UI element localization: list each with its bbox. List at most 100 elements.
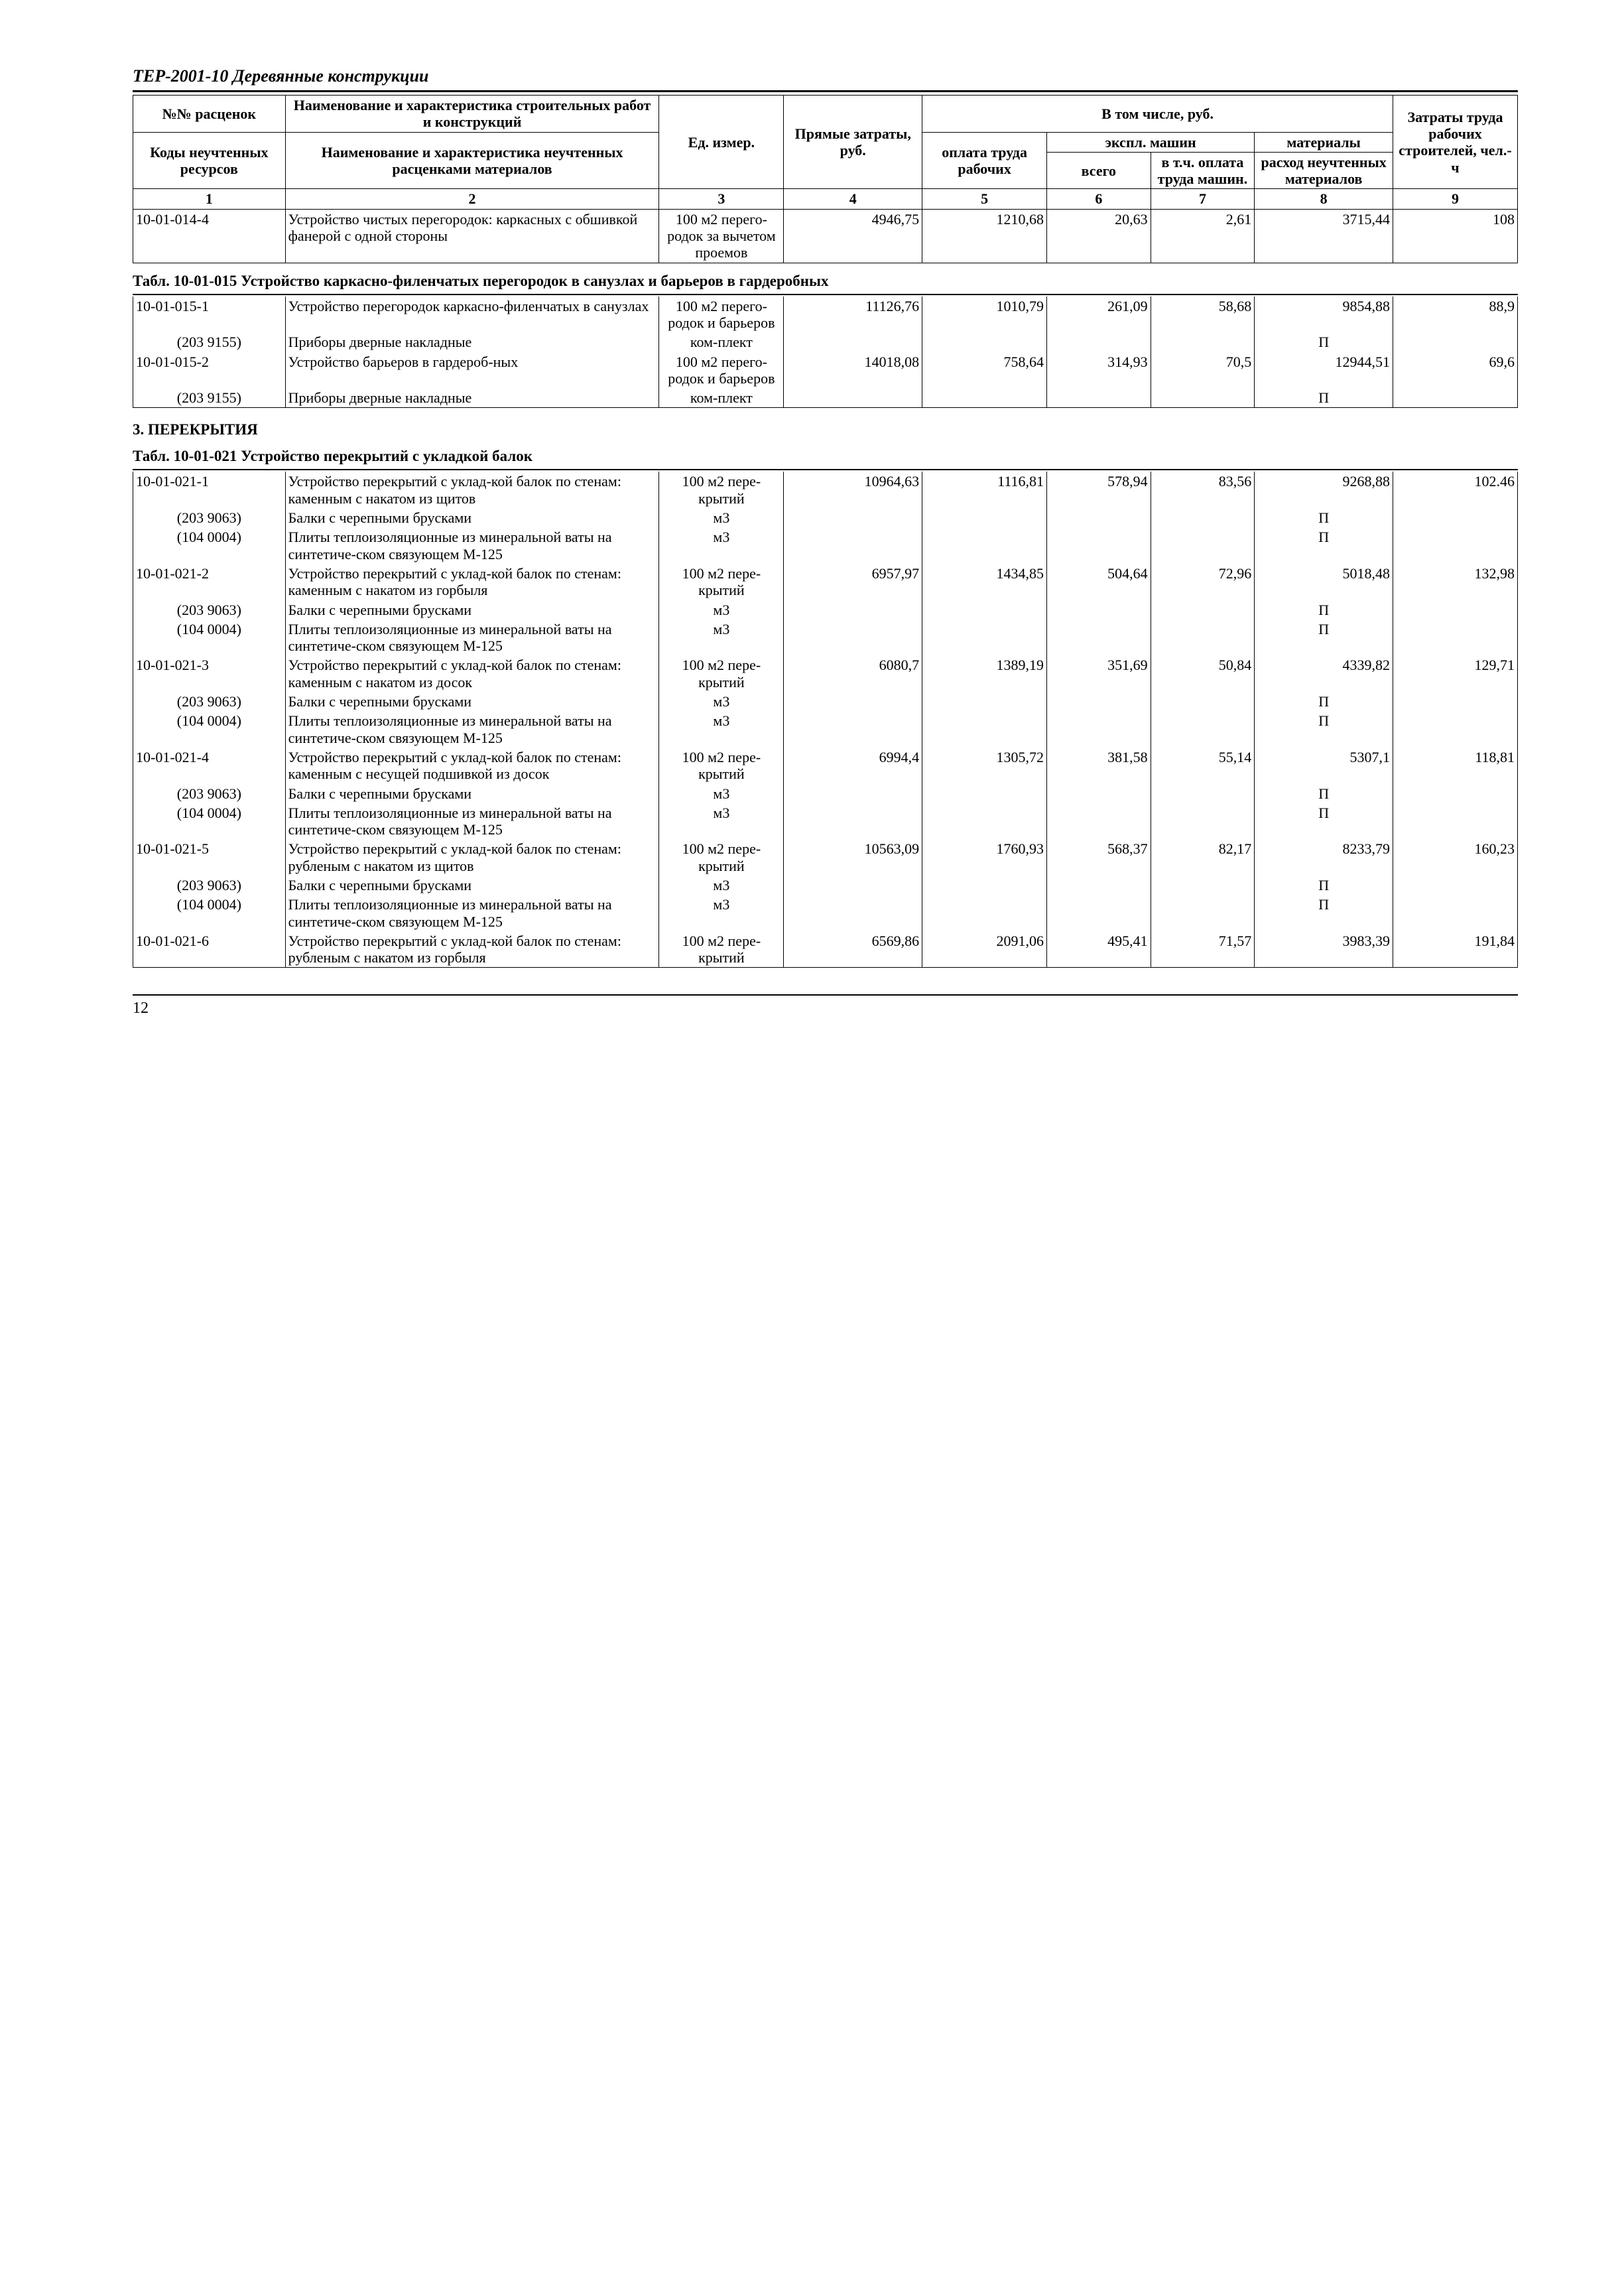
cell-name: Балки с черепными брусками bbox=[285, 692, 659, 711]
table-row: (104 0004) Плиты теплоизоляционные из ми… bbox=[133, 711, 1518, 748]
cell-c5: 1116,81 bbox=[922, 472, 1047, 508]
cell-unit: м3 bbox=[659, 620, 784, 656]
doc-title: ТЕР-2001-10 Деревянные конструкции bbox=[133, 66, 1518, 86]
cell-c5: 1389,19 bbox=[922, 655, 1047, 692]
cell-name: Балки с черепными брусками bbox=[285, 600, 659, 620]
h-mat: материалы bbox=[1255, 132, 1393, 152]
cell-code: (203 9155) bbox=[133, 332, 286, 352]
cell-c8: П bbox=[1255, 711, 1393, 748]
table-row: 10-01-021-2 Устройство перекрытий с укла… bbox=[133, 564, 1518, 600]
h-mat2: расход неучтенных материалов bbox=[1255, 152, 1393, 189]
cell-c8: П bbox=[1255, 388, 1393, 408]
coln-7: 7 bbox=[1151, 189, 1255, 209]
cell-c9: 102.46 bbox=[1393, 472, 1518, 508]
cell-c8: 12944,51 bbox=[1255, 352, 1393, 389]
cell-name: Устройство чистых перегородок: каркасных… bbox=[285, 209, 659, 263]
h-pay: оплата труда рабочих bbox=[922, 132, 1047, 189]
cell-unit: 100 м2 пере-крытий bbox=[659, 839, 784, 876]
cell-c7: 70,5 bbox=[1151, 352, 1255, 389]
cell-c6: 578,94 bbox=[1047, 472, 1151, 508]
cell-c5: 1434,85 bbox=[922, 564, 1047, 600]
table-row: 10-01-021-4 Устройство перекрытий с укла… bbox=[133, 748, 1518, 784]
cell-c8: 3715,44 bbox=[1255, 209, 1393, 263]
cell-c7: 72,96 bbox=[1151, 564, 1255, 600]
cell-c8: П bbox=[1255, 784, 1393, 803]
cell-unit: м3 bbox=[659, 508, 784, 527]
cell-name: Устройство перекрытий с уклад-кой балок … bbox=[285, 748, 659, 784]
cell-unit: 100 м2 пере-крытий bbox=[659, 748, 784, 784]
table-row: (203 9063) Балки с черепными брусками м3… bbox=[133, 876, 1518, 895]
cell-c4: 6080,7 bbox=[784, 655, 922, 692]
coln-2: 2 bbox=[285, 189, 659, 209]
cell-c6: 351,69 bbox=[1047, 655, 1151, 692]
cell-code: (203 9063) bbox=[133, 600, 286, 620]
cell-c7: 82,17 bbox=[1151, 839, 1255, 876]
h-including: В том числе, руб. bbox=[922, 96, 1393, 133]
cell-code: (203 9063) bbox=[133, 508, 286, 527]
coln-3: 3 bbox=[659, 189, 784, 209]
cell-code: (203 9155) bbox=[133, 388, 286, 408]
cell-code: 10-01-014-4 bbox=[133, 209, 286, 263]
section-3: 3. ПЕРЕКРЫТИЯ bbox=[133, 421, 1518, 438]
cell-name: Устройство барьеров в гардероб-ных bbox=[285, 352, 659, 389]
cell-name: Устройство перекрытий с уклад-кой балок … bbox=[285, 839, 659, 876]
cell-name: Плиты теплоизоляционные из минеральной в… bbox=[285, 895, 659, 931]
cell-unit: ком-плект bbox=[659, 332, 784, 352]
h-code2: Коды неучтенных ресурсов bbox=[133, 132, 286, 189]
table-021: 10-01-021-1 Устройство перекрытий с укла… bbox=[133, 472, 1518, 968]
page-number: 12 bbox=[133, 994, 1518, 1017]
cell-code: 10-01-021-5 bbox=[133, 839, 286, 876]
coln-1: 1 bbox=[133, 189, 286, 209]
cell-code: (104 0004) bbox=[133, 527, 286, 564]
cell-unit: м3 bbox=[659, 692, 784, 711]
cell-c7: 50,84 bbox=[1151, 655, 1255, 692]
cell-c5: 1010,79 bbox=[922, 296, 1047, 333]
cell-c7: 83,56 bbox=[1151, 472, 1255, 508]
cell-name: Балки с черепными брусками bbox=[285, 876, 659, 895]
table-head: №№ расценок Наименование и характеристик… bbox=[133, 96, 1518, 210]
cell-code: (104 0004) bbox=[133, 803, 286, 840]
caption-rule bbox=[133, 469, 1518, 470]
cell-c4: 6994,4 bbox=[784, 748, 922, 784]
cell-c8: П bbox=[1255, 332, 1393, 352]
table-row: (203 9063) Балки с черепными брусками м3… bbox=[133, 508, 1518, 527]
cell-name: Приборы дверные накладные bbox=[285, 332, 659, 352]
cell-c4: 4946,75 bbox=[784, 209, 922, 263]
cell-c8: 4339,82 bbox=[1255, 655, 1393, 692]
cell-unit: 100 м2 пере-крытий bbox=[659, 472, 784, 508]
cell-c8: П bbox=[1255, 508, 1393, 527]
h-mach-all: всего bbox=[1047, 152, 1151, 189]
cell-code: (203 9063) bbox=[133, 692, 286, 711]
h-direct: Прямые затраты, руб. bbox=[784, 96, 922, 189]
cell-c5: 1760,93 bbox=[922, 839, 1047, 876]
h-labor: Затраты труда рабочих строителей, чел.-ч bbox=[1393, 96, 1518, 189]
cell-c7: 58,68 bbox=[1151, 296, 1255, 333]
cell-code: (104 0004) bbox=[133, 711, 286, 748]
col-numbers: 1 2 3 4 5 6 7 8 9 bbox=[133, 189, 1518, 209]
table-row: 10-01-021-6 Устройство перекрытий с укла… bbox=[133, 931, 1518, 968]
cell-code: 10-01-021-4 bbox=[133, 748, 286, 784]
cell-c8: П bbox=[1255, 527, 1393, 564]
cell-c6: 495,41 bbox=[1047, 931, 1151, 968]
table-row: 10-01-021-3 Устройство перекрытий с укла… bbox=[133, 655, 1518, 692]
table-row: 10-01-015-1 Устройство перегородок карка… bbox=[133, 296, 1518, 333]
cell-c5: 758,64 bbox=[922, 352, 1047, 389]
cell-unit: м3 bbox=[659, 711, 784, 748]
h-code: №№ расценок bbox=[133, 96, 286, 133]
cell-c4: 6569,86 bbox=[784, 931, 922, 968]
cell-unit: м3 bbox=[659, 803, 784, 840]
cell-c7: 55,14 bbox=[1151, 748, 1255, 784]
cell-c8: 5018,48 bbox=[1255, 564, 1393, 600]
h-unit: Ед. измер. bbox=[659, 96, 784, 189]
cell-name: Устройство перегородок каркасно-филенчат… bbox=[285, 296, 659, 333]
cell-unit: м3 bbox=[659, 784, 784, 803]
cell-name: Приборы дверные накладные bbox=[285, 388, 659, 408]
cell-unit: м3 bbox=[659, 527, 784, 564]
caption-021: Табл. 10-01-021 Устройство перекрытий с … bbox=[133, 448, 1518, 465]
cell-c6: 504,64 bbox=[1047, 564, 1151, 600]
cell-c4: 10563,09 bbox=[784, 839, 922, 876]
coln-4: 4 bbox=[784, 189, 922, 209]
cell-c6: 314,93 bbox=[1047, 352, 1151, 389]
cell-c8: 9268,88 bbox=[1255, 472, 1393, 508]
caption-rule bbox=[133, 294, 1518, 295]
